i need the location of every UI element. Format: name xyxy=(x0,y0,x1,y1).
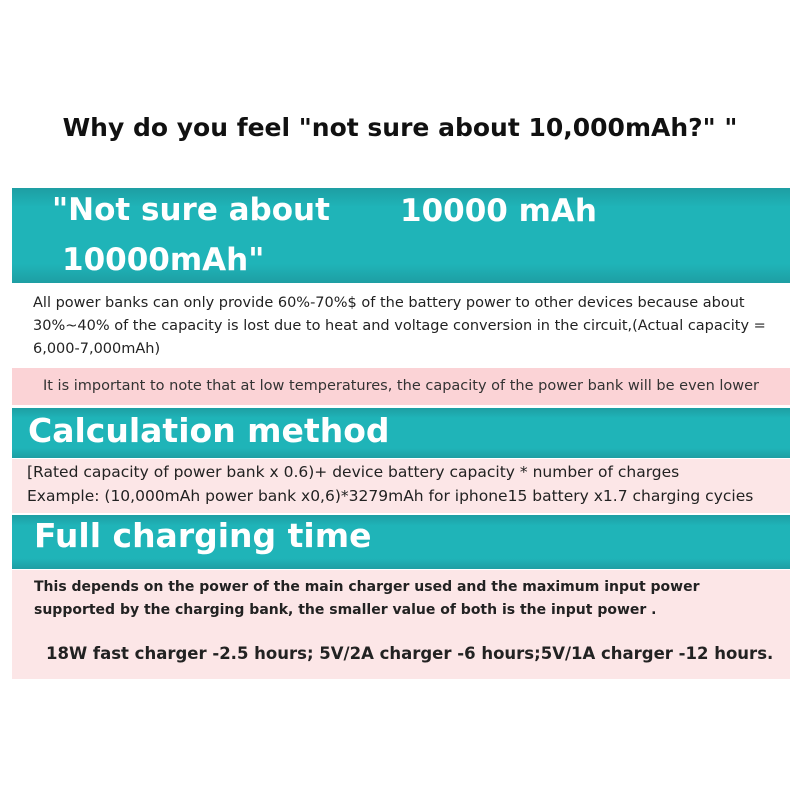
note: It is important to note that at low temp… xyxy=(12,368,790,405)
left-line2: 10000mAh" xyxy=(62,242,265,278)
left-line1: "Not sure about xyxy=(52,192,330,228)
example: Example: (10,000mAh power bank x0,6)*327… xyxy=(27,487,754,505)
teal-band xyxy=(12,515,790,569)
charging-times: 18W fast charger -2.5 hours; 5V/2A charg… xyxy=(46,644,774,663)
teal-band xyxy=(12,188,790,283)
charging-heading: Full charging time xyxy=(34,516,372,555)
right-label: 10000 mAh xyxy=(400,193,598,229)
teal-band xyxy=(12,408,790,458)
formula: [Rated capacity of power bank x 0.6)+ de… xyxy=(27,463,680,481)
explanation: All power banks can only provide 60%-70%… xyxy=(33,295,766,357)
title: Why do you feel "not sure about 10,000mA… xyxy=(62,113,738,142)
calc-box xyxy=(12,459,790,513)
charging-description: This depends on the power of the main ch… xyxy=(34,579,700,618)
calc-heading: Calculation method xyxy=(28,411,390,450)
charging-box xyxy=(12,570,790,679)
